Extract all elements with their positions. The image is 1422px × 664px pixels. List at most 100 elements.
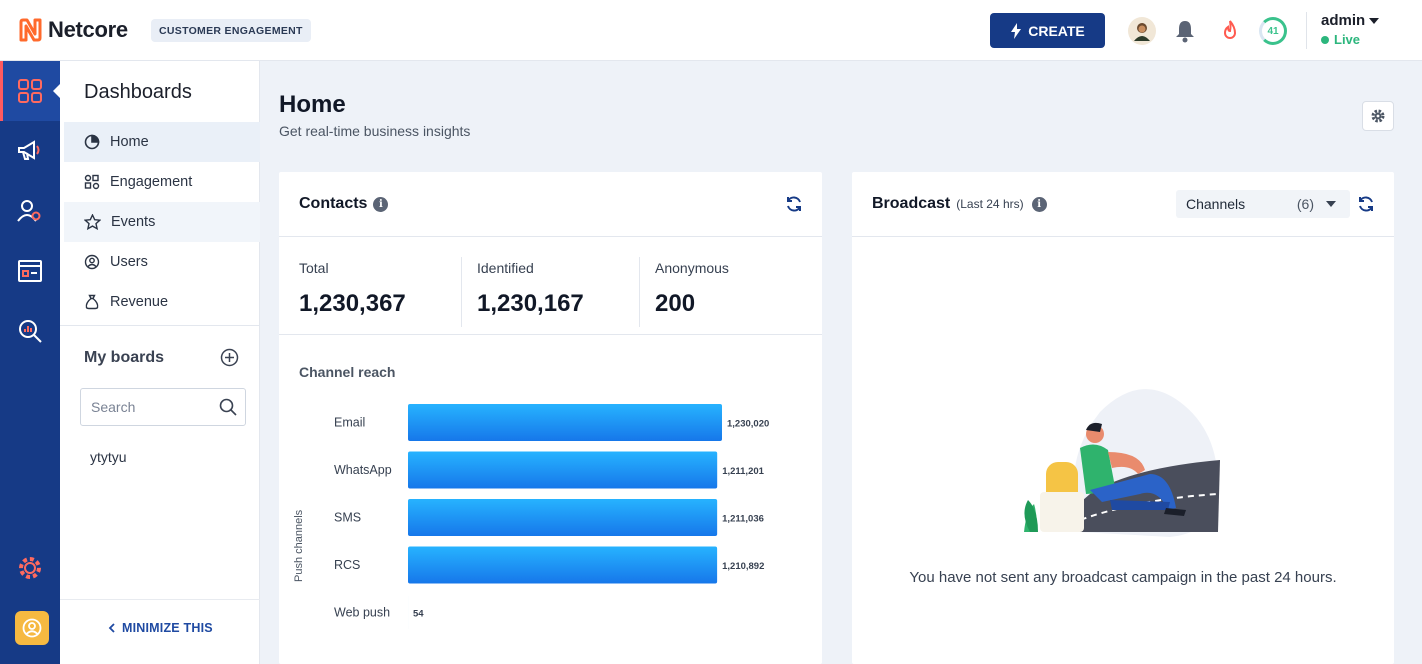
page-settings-button[interactable] [1362, 101, 1394, 131]
lightning-icon [1011, 22, 1022, 39]
contacts-title: Contacts i [299, 195, 389, 213]
chart-value-label: 1,211,201 [722, 466, 764, 477]
stat-total: Total 1,230,367 [299, 260, 406, 318]
chart-value-label: 1,230,020 [727, 419, 769, 430]
channels-dropdown[interactable]: Channels (6) [1176, 190, 1350, 218]
broadcast-title: Broadcast (Last 24 hrs) i [872, 195, 1047, 213]
status-dot-icon [1321, 35, 1329, 44]
users-icon [84, 254, 100, 270]
stat-value: 1,230,167 [477, 290, 584, 317]
broadcast-title-text: Broadcast [872, 195, 951, 212]
journeys-icon [18, 260, 42, 282]
chart-category-label: SMS [334, 511, 361, 525]
rail-item-campaigns[interactable] [0, 121, 60, 181]
my-boards-title: My boards [84, 349, 165, 366]
rail-item-dashboards[interactable] [0, 61, 61, 121]
sidebar-item-events[interactable]: Events [64, 202, 260, 242]
info-icon[interactable]: i [1031, 196, 1047, 212]
card-divider [279, 334, 822, 335]
sidebar-item-revenue[interactable]: Revenue [64, 282, 260, 322]
stat-divider [461, 257, 462, 327]
campaigns-icon [18, 140, 40, 160]
dashboards-subnav: Dashboards Home Engagement Events Users … [60, 61, 260, 664]
rail-item-analytics[interactable] [0, 301, 60, 361]
stat-divider [639, 257, 640, 327]
brand-name: Netcore [48, 17, 128, 42]
chevron-down-icon [1369, 18, 1380, 25]
stat-label: Total [299, 260, 329, 276]
netcore-logo-icon [19, 18, 42, 42]
chart-value-label: 54 [413, 609, 424, 620]
search-input[interactable] [91, 399, 211, 415]
minimize-label: MINIMIZE THIS [122, 621, 213, 635]
sidebar-item-engagement[interactable]: Engagement [64, 162, 260, 202]
stat-anonymous: Anonymous 200 [655, 260, 729, 318]
create-button-label: CREATE [1028, 22, 1085, 39]
subnav-divider [60, 325, 260, 326]
search-icon[interactable] [219, 398, 237, 416]
netcore-logo[interactable]: Netcore [18, 17, 128, 43]
page-title: Home [279, 91, 346, 118]
sidebar-item-label: Revenue [110, 294, 169, 310]
settings-icon [19, 557, 41, 579]
add-board-icon[interactable] [220, 348, 239, 367]
channels-count: (6) [1296, 196, 1314, 212]
info-icon[interactable]: i [373, 196, 389, 212]
live-status: Live [1321, 32, 1360, 47]
top-header: Netcore CUSTOMER ENGAGEMENT CREATE 41 ad… [0, 0, 1422, 61]
channels-dropdown-label: Channels [1186, 196, 1246, 212]
subnav-title: Dashboards [84, 81, 192, 103]
score-ring[interactable]: 41 [1259, 17, 1287, 45]
card-divider [279, 236, 822, 237]
profile-avatar-icon[interactable] [1128, 17, 1156, 45]
star-icon [84, 214, 101, 230]
channel-reach-title: Channel reach [299, 364, 396, 380]
dashboards-icon [18, 79, 42, 103]
audience-icon [17, 200, 41, 222]
stat-identified: Identified 1,230,167 [477, 260, 584, 318]
sidebar-item-label: Events [111, 214, 156, 230]
refresh-icon[interactable] [1356, 194, 1376, 214]
stat-value: 1,230,367 [299, 290, 406, 317]
chart-category-label: Web push [334, 606, 390, 620]
rail-item-journeys[interactable] [0, 241, 60, 301]
rail-item-settings[interactable] [0, 538, 60, 598]
boards-search [80, 388, 246, 426]
revenue-bag-icon [85, 294, 99, 310]
empty-state-illustration [1024, 389, 1220, 537]
bell-icon[interactable] [1171, 17, 1199, 45]
chart-bar[interactable] [408, 451, 718, 489]
chart-category-label: Email [334, 416, 365, 430]
header-divider [1306, 12, 1307, 49]
chart-bar[interactable] [408, 404, 722, 441]
stat-label: Anonymous [655, 260, 729, 276]
chart-category-label: WhatsApp [334, 463, 392, 477]
page-subtitle: Get real-time business insights [279, 123, 471, 139]
channel-reach-chart: Email 1,230,020 WhatsApp 1,211,201 SMS 1,211,… [334, 404, 769, 631]
live-status-label: Live [1334, 32, 1361, 47]
refresh-icon[interactable] [784, 194, 804, 214]
chart-bar[interactable] [408, 546, 718, 584]
broadcast-card: Broadcast (Last 24 hrs) i Channels (6) Y… [852, 172, 1394, 664]
rail-user-profile[interactable] [15, 611, 49, 645]
sidebar-item-label: Engagement [110, 174, 193, 190]
sidebar-item-home[interactable]: Home [64, 122, 260, 162]
sidebar-item-label: Home [110, 134, 149, 150]
minimize-button[interactable]: MINIMIZE THIS [108, 621, 213, 635]
stat-label: Identified [477, 260, 534, 276]
contacts-card: Contacts i Total 1,230,367 Identified 1,… [279, 172, 822, 664]
chart-category-label: RCS [334, 558, 360, 572]
rail-item-audience[interactable] [0, 181, 60, 241]
user-profile-icon [22, 618, 42, 638]
engagement-icon [84, 174, 100, 190]
stat-value: 200 [655, 290, 696, 317]
chart-bar[interactable] [408, 499, 718, 536]
create-button[interactable]: CREATE [990, 13, 1105, 48]
fire-icon[interactable] [1216, 17, 1244, 45]
home-pie-icon [84, 134, 100, 150]
sidebar-item-users[interactable]: Users [64, 242, 260, 282]
user-menu[interactable]: admin [1321, 12, 1380, 29]
product-badge: CUSTOMER ENGAGEMENT [151, 19, 311, 42]
board-item[interactable]: ytytyu [90, 449, 127, 465]
card-divider [852, 236, 1394, 237]
